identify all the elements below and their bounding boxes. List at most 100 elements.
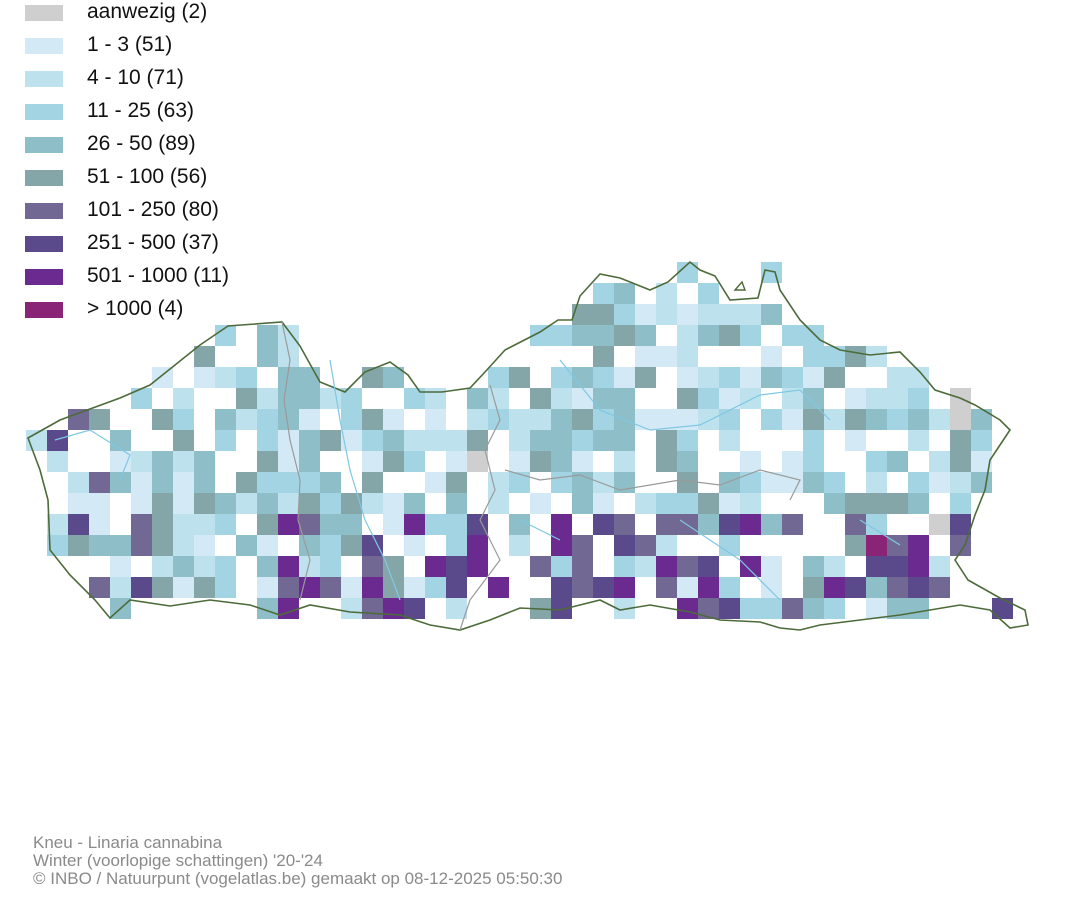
grid-cell — [383, 430, 404, 451]
grid-cell — [740, 388, 761, 409]
grid-cell — [278, 325, 299, 346]
grid-cell — [698, 367, 719, 388]
grid-cell — [887, 556, 908, 577]
grid-cell — [173, 472, 194, 493]
grid-cell — [530, 430, 551, 451]
grid-cell — [257, 388, 278, 409]
grid-cell — [404, 535, 425, 556]
grid-cell — [614, 367, 635, 388]
grid-cell — [866, 451, 887, 472]
legend-label: > 1000 (4) — [87, 297, 184, 320]
grid-cell — [782, 409, 803, 430]
grid-cell — [782, 325, 803, 346]
grid-cell — [257, 472, 278, 493]
grid-cell — [677, 346, 698, 367]
grid-cell — [677, 577, 698, 598]
grid-cell — [194, 535, 215, 556]
grid-cell — [68, 514, 89, 535]
legend-item: 26 - 50 (89) — [25, 132, 285, 155]
grid-cell — [551, 598, 572, 619]
grid-cell — [320, 430, 341, 451]
grid-cell — [929, 556, 950, 577]
grid-cell — [740, 472, 761, 493]
grid-cell — [425, 409, 446, 430]
grid-cell — [110, 430, 131, 451]
grid-cell — [341, 493, 362, 514]
grid-cell — [593, 346, 614, 367]
grid-cell — [362, 535, 383, 556]
grid-cell — [446, 472, 467, 493]
grid-cell — [908, 577, 929, 598]
grid-cell — [236, 535, 257, 556]
grid-cell — [656, 451, 677, 472]
grid-cell — [194, 367, 215, 388]
grid-cell — [803, 472, 824, 493]
grid-cell — [866, 598, 887, 619]
grid-cell — [110, 535, 131, 556]
grid-cell — [572, 304, 593, 325]
grid-cell — [614, 451, 635, 472]
grid-cell — [530, 493, 551, 514]
grid-cell — [299, 577, 320, 598]
grid-cell — [299, 472, 320, 493]
grid-cell — [551, 451, 572, 472]
grid-cell — [761, 409, 782, 430]
grid-cell — [719, 409, 740, 430]
grid-cell — [257, 346, 278, 367]
grid-cell — [194, 346, 215, 367]
grid-cell — [803, 430, 824, 451]
grid-cell — [425, 388, 446, 409]
grid-cell — [698, 304, 719, 325]
grid-cell — [761, 556, 782, 577]
grid-cell — [509, 451, 530, 472]
grid-cell — [740, 493, 761, 514]
grid-cell — [173, 577, 194, 598]
grid-cell — [950, 409, 971, 430]
grid-cell — [530, 409, 551, 430]
grid-cell — [89, 409, 110, 430]
grid-cell — [173, 535, 194, 556]
grid-cell — [425, 430, 446, 451]
grid-cell — [509, 535, 530, 556]
grid-cell — [866, 388, 887, 409]
grid-cell — [677, 325, 698, 346]
grid-cell — [908, 556, 929, 577]
grid-cell — [656, 514, 677, 535]
grid-cell — [488, 577, 509, 598]
grid-cell — [299, 430, 320, 451]
grid-cell — [992, 598, 1013, 619]
grid-cell — [698, 598, 719, 619]
river — [54, 359, 901, 601]
grid-cell — [89, 493, 110, 514]
grid-cell — [362, 577, 383, 598]
legend-item: 501 - 1000 (11) — [25, 264, 285, 287]
grid-cell — [887, 388, 908, 409]
grid-cell — [677, 367, 698, 388]
grid-cell — [509, 430, 530, 451]
grid-cell — [887, 577, 908, 598]
grid-cell — [509, 514, 530, 535]
grid-cell — [131, 577, 152, 598]
grid-cell — [383, 367, 404, 388]
grid-cell — [614, 577, 635, 598]
grid-cell — [341, 577, 362, 598]
grid-cell — [887, 451, 908, 472]
grid-cell — [593, 388, 614, 409]
grid-cell — [803, 346, 824, 367]
grid-cell — [614, 472, 635, 493]
grid-cell — [572, 556, 593, 577]
grid-cell — [719, 535, 740, 556]
grid-cell — [782, 451, 803, 472]
grid-cell — [824, 346, 845, 367]
grid-cell — [866, 535, 887, 556]
grid-cell — [656, 346, 677, 367]
grid-cell — [761, 577, 782, 598]
grid-cell — [425, 577, 446, 598]
grid-cell — [698, 556, 719, 577]
grid-cell — [929, 577, 950, 598]
legend-swatch — [25, 5, 63, 21]
grid-cell — [740, 556, 761, 577]
grid-cell — [320, 556, 341, 577]
legend-swatch — [25, 269, 63, 285]
grid-cell — [173, 409, 194, 430]
